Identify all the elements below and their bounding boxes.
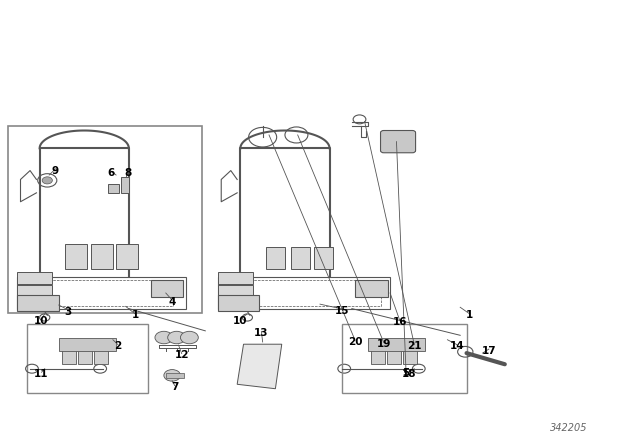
Bar (387, 346, 401, 364)
Circle shape (164, 370, 180, 381)
Text: 19: 19 (376, 339, 391, 349)
Text: 18: 18 (402, 369, 417, 379)
Bar (291, 247, 310, 268)
Text: 9: 9 (52, 166, 59, 176)
Text: 4: 4 (168, 297, 176, 307)
Text: 12: 12 (175, 350, 189, 360)
Bar (355, 280, 388, 297)
Text: 15: 15 (335, 306, 349, 316)
Text: 342205: 342205 (550, 423, 588, 433)
Text: 7: 7 (171, 383, 179, 392)
Bar (121, 177, 129, 193)
Bar (91, 244, 113, 268)
Text: 11: 11 (35, 369, 49, 379)
Bar (62, 346, 76, 364)
Bar (65, 244, 88, 268)
Polygon shape (237, 344, 282, 389)
Text: 1: 1 (466, 310, 474, 320)
Bar (151, 280, 183, 297)
Circle shape (180, 332, 198, 344)
Bar (371, 346, 385, 364)
Bar (78, 346, 92, 364)
Bar (108, 184, 119, 193)
Bar (342, 324, 467, 393)
Text: 20: 20 (348, 337, 362, 347)
Bar (116, 244, 138, 268)
FancyBboxPatch shape (381, 130, 415, 153)
Bar (266, 247, 285, 268)
Text: 5: 5 (403, 368, 410, 378)
Text: 17: 17 (481, 346, 496, 356)
Bar (17, 285, 52, 297)
Text: 10: 10 (35, 315, 49, 326)
Circle shape (155, 332, 173, 344)
Circle shape (42, 177, 52, 184)
Bar (59, 337, 116, 351)
Bar (218, 295, 259, 311)
Circle shape (168, 332, 186, 344)
Text: 10: 10 (233, 315, 248, 326)
Text: 2: 2 (115, 341, 122, 351)
Bar (8, 126, 202, 313)
Text: 16: 16 (392, 317, 407, 327)
Bar (314, 247, 333, 268)
Text: 21: 21 (407, 341, 422, 351)
Bar (218, 285, 253, 297)
Bar (403, 346, 417, 364)
Bar (368, 337, 425, 351)
Text: 14: 14 (450, 341, 464, 351)
Bar (17, 271, 52, 284)
Bar (218, 271, 253, 284)
Text: 1: 1 (132, 310, 139, 320)
Text: 3: 3 (65, 307, 72, 317)
Text: 13: 13 (254, 328, 269, 338)
Bar (27, 324, 148, 393)
Bar (17, 295, 59, 311)
Bar (166, 373, 184, 378)
Bar (94, 346, 108, 364)
Text: 8: 8 (124, 168, 131, 178)
Text: 6: 6 (108, 168, 115, 178)
